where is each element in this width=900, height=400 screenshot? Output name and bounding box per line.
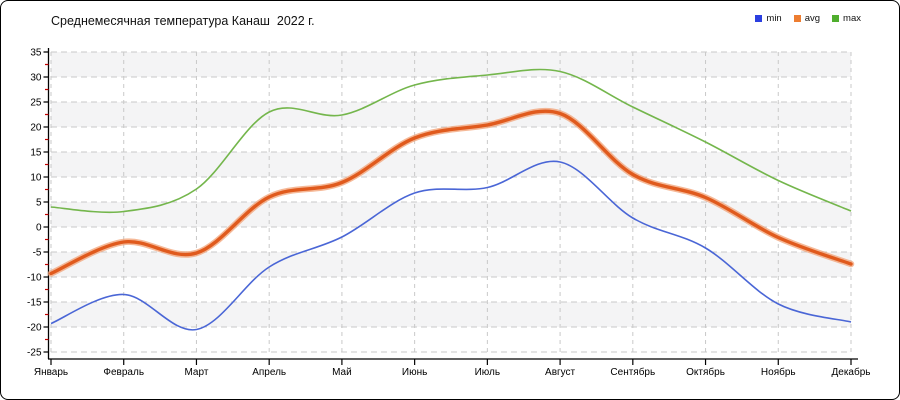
- y-tick-label: 20: [30, 123, 42, 134]
- y-tick-label: -25: [27, 348, 42, 359]
- x-axis-ticks-labels: Январь Февраль Март Апрель Май Июнь Июль Август…: [34, 359, 871, 378]
- x-tick-label: Август: [545, 367, 576, 378]
- y-tick-label: -10: [27, 273, 42, 284]
- gridlines: [50, 51, 852, 353]
- legend-label-min: min: [766, 13, 782, 24]
- min-series-swatch: [755, 15, 763, 23]
- x-tick-label: Сентябрь: [610, 366, 655, 378]
- chart-title: Среднемесячная температура Канаш 2022 г.: [51, 14, 315, 28]
- x-tick-label: Март: [184, 367, 208, 378]
- max-series-line: [50, 68, 852, 214]
- y-tick-label: -15: [27, 298, 42, 309]
- x-tick-label: Июль: [475, 367, 501, 378]
- axes: [47, 48, 858, 360]
- y-tick-label: 15: [30, 148, 42, 159]
- legend-item-avg: avg: [793, 13, 821, 24]
- x-tick-label: Июнь: [402, 367, 427, 378]
- y-tick-label: 35: [30, 48, 42, 59]
- legend-label-avg: avg: [804, 13, 821, 24]
- x-tick-label: Апрель: [252, 367, 286, 378]
- legend-item-max: max: [832, 14, 861, 24]
- y-tick-label: 25: [30, 98, 42, 109]
- x-tick-label: Февраль: [103, 367, 144, 378]
- legend-item-min: min: [755, 13, 782, 24]
- plot-bands: [51, 52, 851, 352]
- y-tick-label: 0: [36, 223, 42, 234]
- x-tick-label: Декабрь: [832, 366, 871, 378]
- min-series-line: [50, 160, 852, 331]
- y-tick-label: -20: [27, 323, 42, 334]
- avg-series-line: [47, 107, 855, 277]
- y-tick-label: 10: [30, 173, 42, 184]
- y-axis-ticks-labels: 35 30 25 20 15 10 5 0 -5 -10 -15 -20 -25: [27, 48, 49, 359]
- y-tick-label: 5: [36, 198, 42, 209]
- y-tick-label: -5: [33, 248, 42, 259]
- x-tick-label: Май: [332, 367, 352, 378]
- legend: min avg max: [755, 14, 861, 24]
- x-tick-label: Ноябрь: [761, 366, 796, 378]
- legend-label-max: max: [843, 13, 861, 24]
- x-tick-label: Январь: [34, 367, 68, 378]
- avg-series-swatch: [793, 15, 801, 23]
- y-tick-label: 30: [30, 73, 42, 84]
- x-tick-label: Октябрь: [686, 366, 725, 378]
- max-series-swatch: [832, 15, 840, 23]
